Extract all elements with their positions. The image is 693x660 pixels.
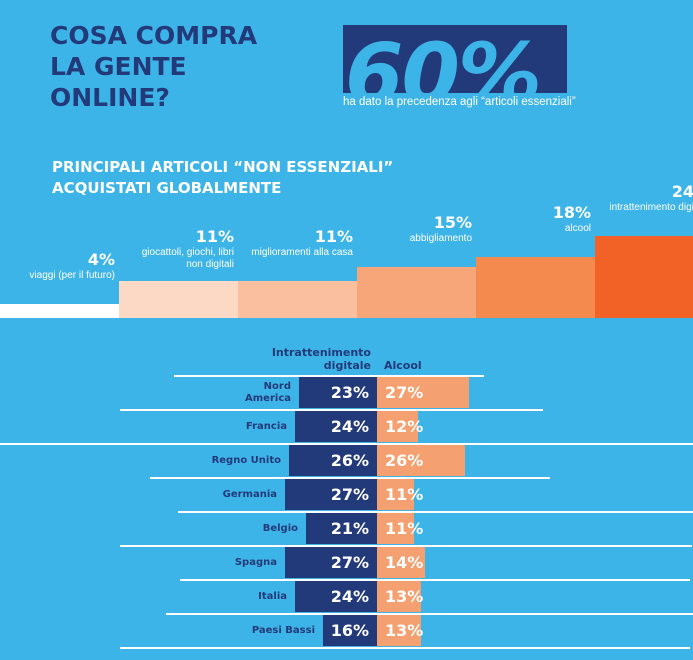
step-label: intrattenimento digitale — [609, 202, 693, 213]
country-label: Francia — [245, 420, 287, 432]
step-label: viaggi (per il futuro) — [29, 270, 115, 281]
row-divider — [180, 579, 690, 581]
value-alcohol: 26% — [385, 451, 424, 470]
bar-alcohol — [377, 581, 421, 612]
bar-digital — [285, 547, 377, 578]
value-alcohol: 14% — [385, 553, 424, 572]
value-digital: 21% — [330, 519, 369, 538]
country-label: Spagna — [234, 556, 277, 568]
row-divider — [0, 443, 693, 445]
value-digital: 27% — [330, 553, 369, 572]
row-divider — [120, 647, 690, 649]
country-label: Nord America — [245, 380, 291, 404]
steps-chart: viaggi (per il futuro) 4% giocattoli, gioc… — [0, 182, 693, 318]
step-bar-miglioramenti-alla-casa — [238, 281, 357, 318]
bar-digital — [289, 445, 377, 476]
step-label: abbigliamento — [409, 233, 472, 244]
step-value: 4% — [87, 250, 115, 269]
bar-alcohol — [377, 445, 465, 476]
country-label: Regno Unito — [211, 454, 281, 466]
value-alcohol: 13% — [385, 621, 424, 640]
country-label: Belgio — [262, 522, 298, 534]
bar-digital — [295, 411, 377, 442]
title-line-2: LA GENTE — [50, 52, 187, 81]
subtitle-line-1: PRINCIPALI ARTICOLI “NON ESSENZIALI” — [52, 158, 394, 176]
bar-alcohol — [377, 615, 421, 646]
step-bar-alcool — [476, 257, 595, 318]
bar-alcohol — [377, 479, 414, 510]
step-label: alcool — [564, 223, 591, 234]
row-divider — [174, 375, 484, 377]
big-stat-caption: ha dato la precedenza agli “articoli ess… — [343, 96, 576, 108]
row-divider — [120, 545, 692, 547]
country-label: Paesi Bassi — [251, 624, 315, 636]
row-divider — [166, 613, 693, 615]
step-value: 18% — [552, 203, 591, 222]
bar-digital — [306, 513, 377, 544]
step-label: giocattoli, giochi, libri non digitali — [141, 247, 234, 270]
subtitle-line-2: ACQUISTATI GLOBALMENTE — [52, 179, 282, 197]
legend-alcohol: Alcool — [384, 359, 422, 372]
step-value: 15% — [433, 213, 472, 232]
step-value: 11% — [195, 227, 234, 246]
step-bar-giocattoli-giochi-libri-non-digitali — [119, 281, 238, 318]
row-divider — [178, 511, 693, 513]
step-bar-intrattenimento-digitale — [595, 236, 693, 318]
step-value: 11% — [314, 227, 353, 246]
value-digital: 16% — [330, 621, 369, 640]
page-title: COSA COMPRA LA GENTE ONLINE? — [50, 20, 257, 113]
row-divider — [120, 409, 543, 411]
value-alcohol: 27% — [385, 383, 424, 402]
title-line-3: ONLINE? — [50, 83, 170, 112]
legend-digital: Intrattenimento digitale — [271, 346, 371, 372]
value-alcohol: 11% — [385, 519, 424, 538]
row-divider — [150, 477, 550, 479]
bar-alcohol — [377, 547, 425, 578]
value-digital: 24% — [330, 417, 369, 436]
country-label: Italia — [258, 590, 287, 602]
bar-digital — [299, 377, 377, 408]
step-bar-viaggi-per-il-futuro — [0, 304, 119, 318]
value-digital: 24% — [330, 587, 369, 606]
bar-alcohol — [377, 411, 418, 442]
big-stat-box: 60% — [343, 25, 567, 93]
value-digital: 27% — [330, 485, 369, 504]
bar-alcohol — [377, 377, 469, 408]
bar-digital — [295, 581, 377, 612]
value-alcohol: 12% — [385, 417, 424, 436]
value-alcohol: 11% — [385, 485, 424, 504]
step-bar-abbigliamento — [357, 267, 476, 318]
value-digital: 23% — [330, 383, 369, 402]
section-subtitle: PRINCIPALI ARTICOLI “NON ESSENZIALI” ACQ… — [52, 157, 393, 199]
step-label: miglioramenti alla casa — [251, 247, 353, 258]
bar-alcohol — [377, 513, 414, 544]
value-alcohol: 13% — [385, 587, 424, 606]
bar-digital — [285, 479, 377, 510]
country-label: Germania — [222, 488, 277, 500]
value-digital: 26% — [330, 451, 369, 470]
big-stat-number: 60% — [345, 25, 542, 93]
bar-digital — [323, 615, 377, 646]
step-value: 24% — [671, 182, 693, 201]
title-line-1: COSA COMPRA — [50, 21, 258, 50]
